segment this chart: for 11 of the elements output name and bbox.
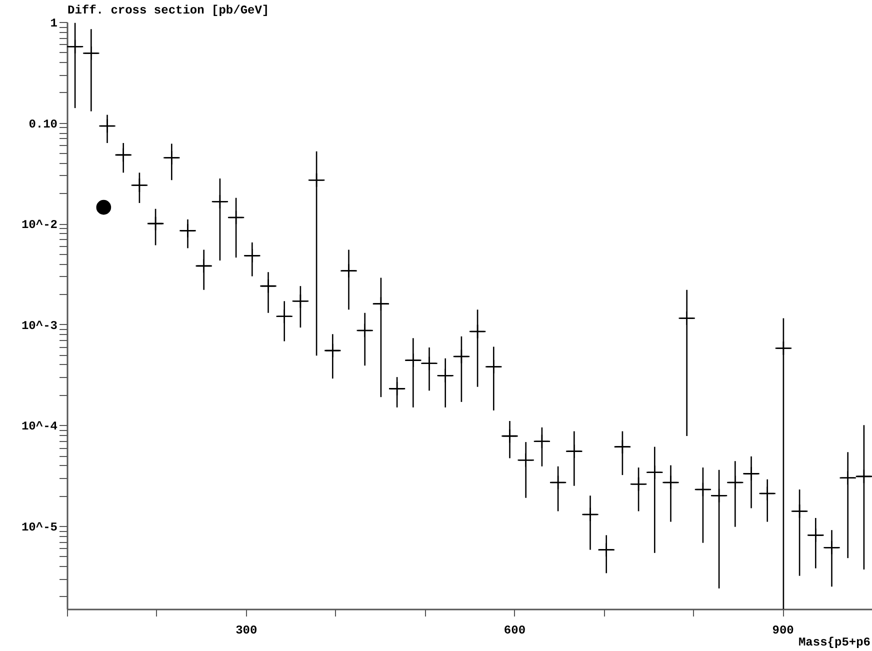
x-tick-label: 300 <box>236 624 258 638</box>
x-tick-label: 600 <box>504 624 526 638</box>
x-axis-title: Mass{p5+p6 <box>798 636 870 650</box>
y-tick-label: 10^-2 <box>21 218 58 232</box>
y-tick-label: 10^-5 <box>21 520 58 534</box>
y-tick-label: 10^-3 <box>21 318 58 333</box>
y-tick-label: 0.10 <box>28 117 58 132</box>
y-axis-title: Diff. cross section [pb/GeV] <box>68 4 270 18</box>
y-tick-label: 10^-4 <box>21 420 58 434</box>
x-tick-label: 900 <box>772 624 794 638</box>
y-tick-label: 1 <box>50 16 58 30</box>
